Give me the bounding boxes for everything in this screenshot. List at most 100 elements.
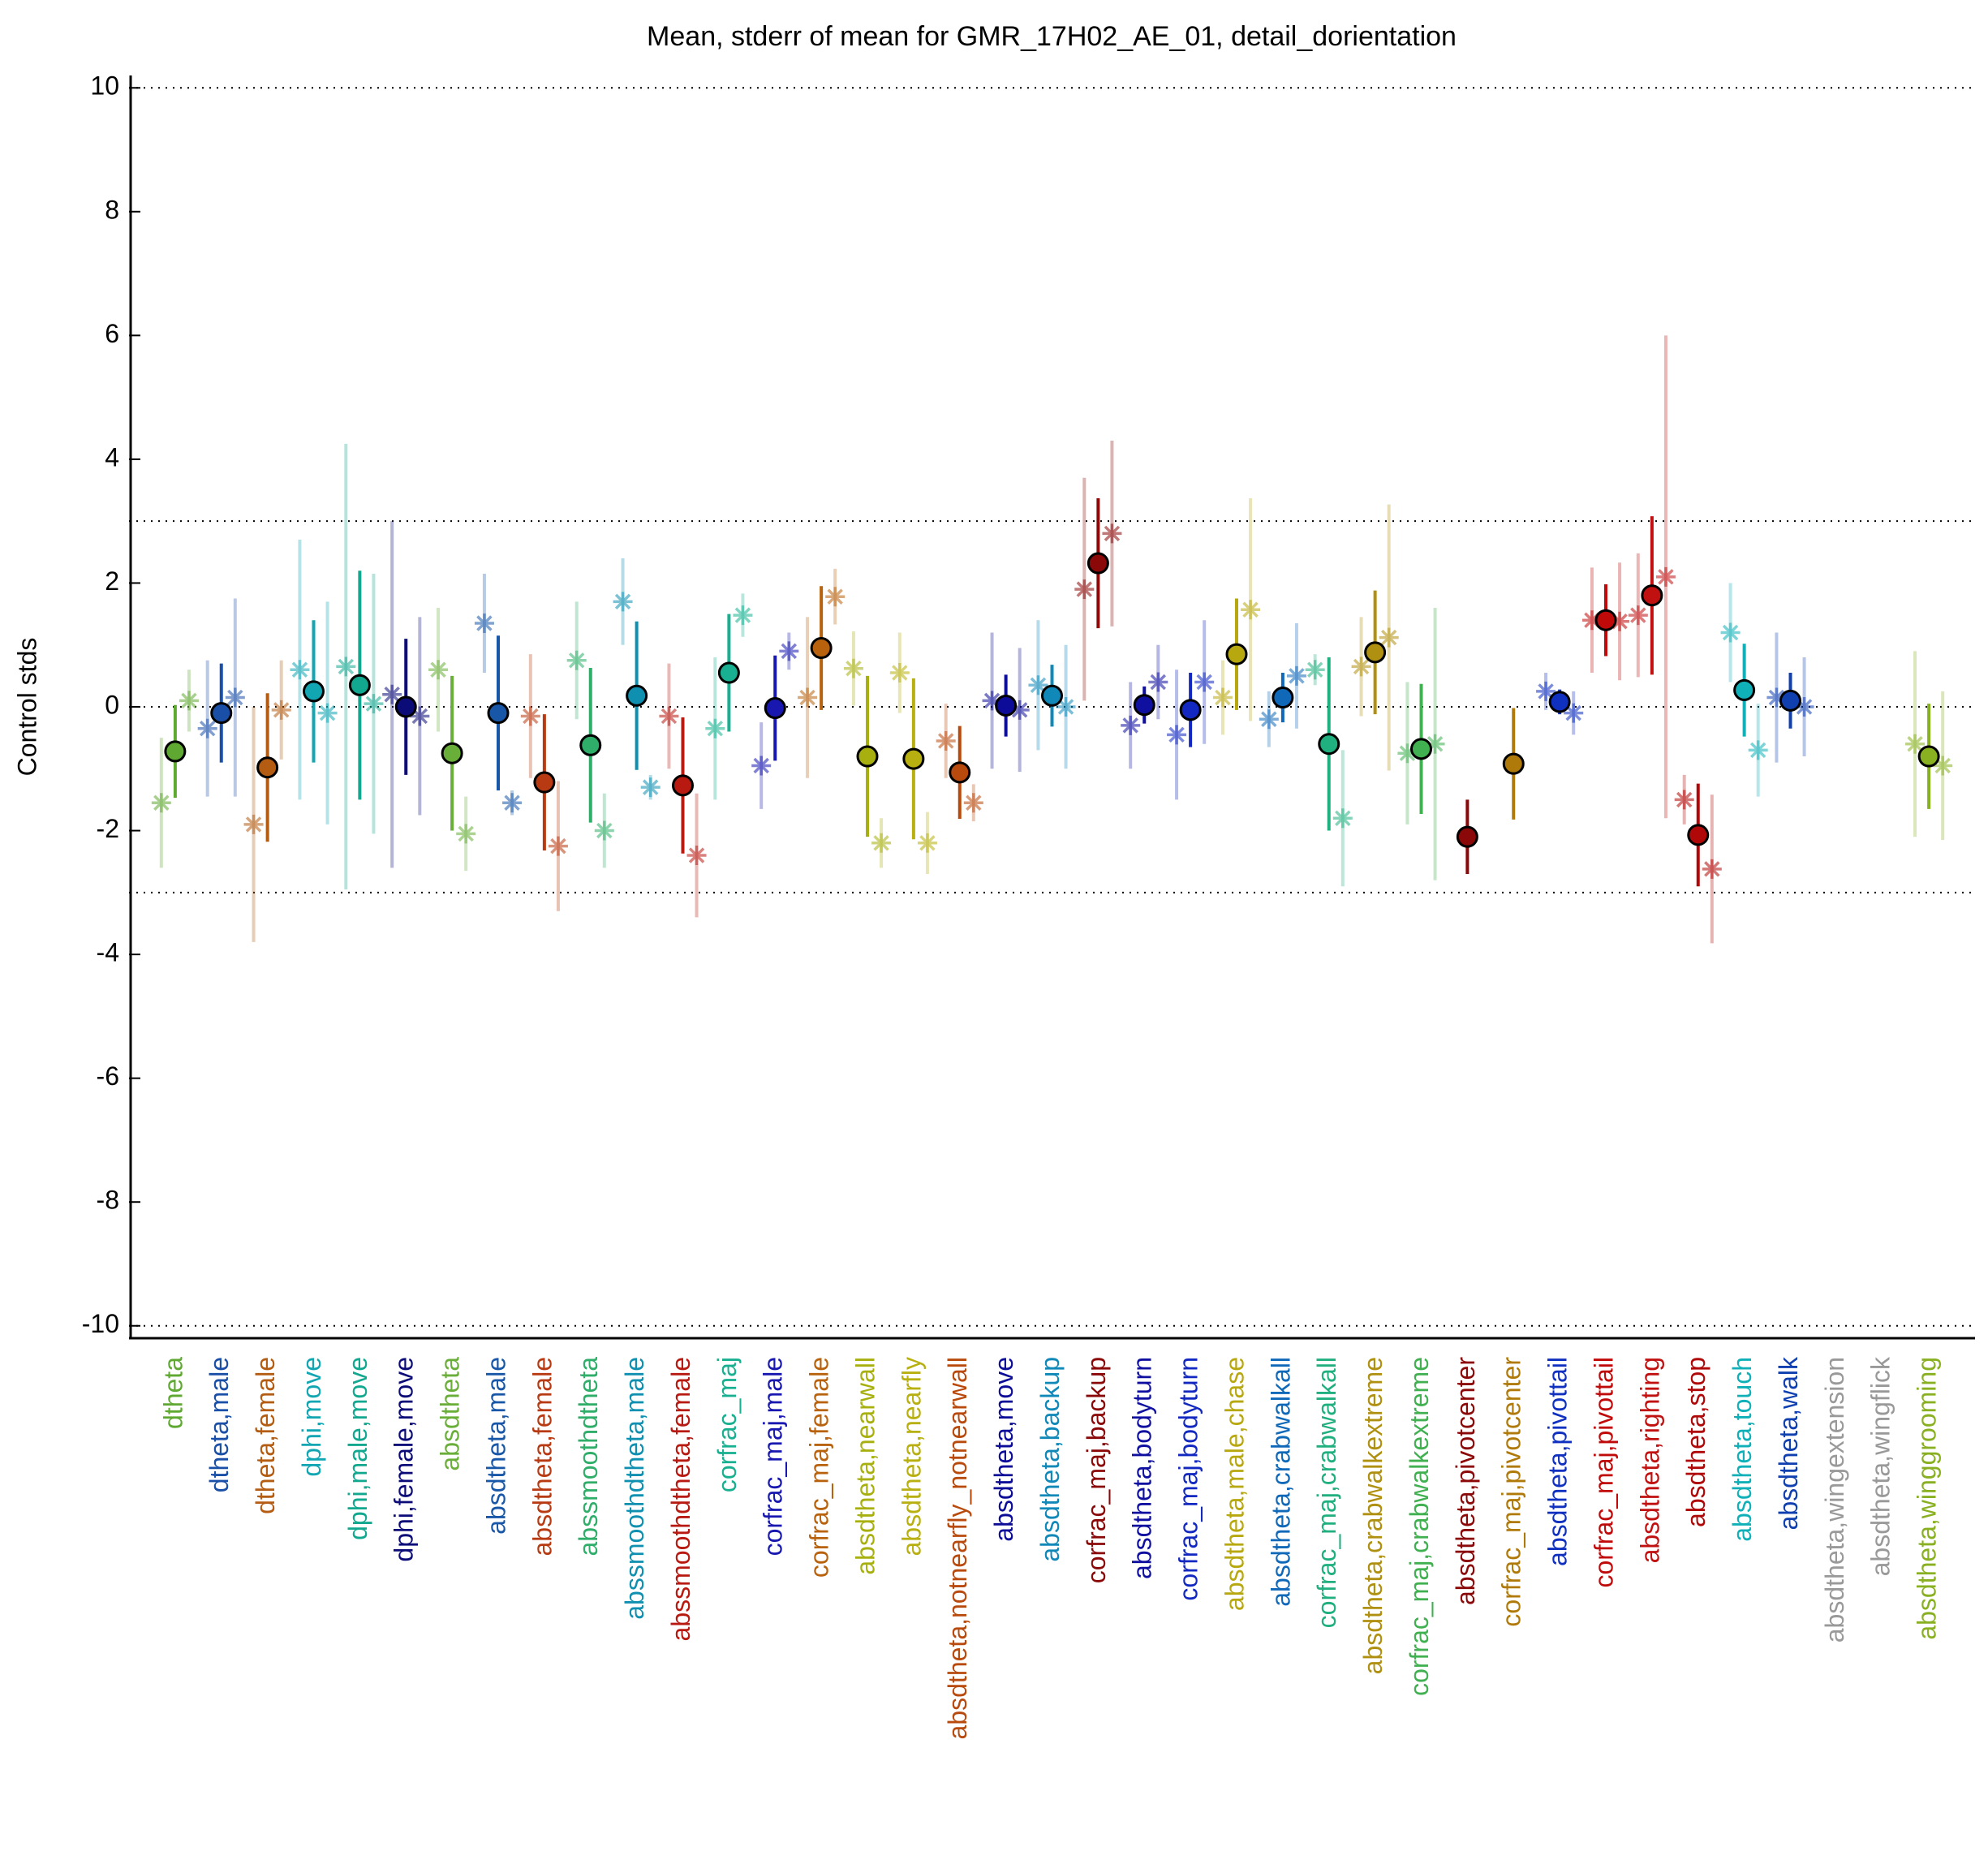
mean-marker (995, 694, 1018, 717)
sub-mean-star (520, 706, 540, 726)
sub-mean-star (428, 660, 449, 680)
x-tick-label: corfrac_maj,female (805, 1357, 834, 1578)
sub-mean-star (225, 687, 245, 708)
sub-mean-star (243, 814, 264, 834)
sub-mean-star (1674, 790, 1694, 810)
sub-mean-star (936, 730, 956, 751)
sub-mean-star (1720, 622, 1741, 643)
sub-mean-star (1702, 859, 1722, 879)
mean-marker (764, 697, 786, 720)
x-tick-label: absdtheta,notnearfly_notnearwall (943, 1357, 972, 1739)
sub-mean-star (686, 846, 707, 866)
y-tick-label: 2 (105, 566, 119, 596)
mean-marker (579, 734, 602, 756)
sub-mean-star (1610, 611, 1630, 631)
mean-marker (1917, 745, 1940, 768)
y-tick-label: 8 (105, 195, 119, 224)
sub-mean-star (613, 592, 633, 612)
mean-marker (626, 684, 648, 707)
mean-marker (1410, 738, 1432, 760)
x-tick-label: absdtheta,crabwalkextreme (1358, 1357, 1388, 1674)
sub-mean-star (1564, 703, 1584, 723)
sub-mean-star (1074, 579, 1095, 600)
y-tick-label: 0 (105, 690, 119, 719)
x-tick-label: absdtheta,wingextension (1820, 1357, 1849, 1643)
x-tick-label: absdtheta,female (527, 1357, 557, 1556)
x-tick-label: absdtheta,nearfly (897, 1357, 926, 1556)
y-tick-label: -8 (97, 1186, 119, 1215)
mean-marker (902, 747, 925, 770)
x-tick-label: absdtheta,stop (1681, 1357, 1710, 1527)
sub-mean-star (659, 706, 679, 726)
sub-mean-star (502, 793, 523, 813)
x-tick-label: abssmoothdtheta,female (666, 1357, 695, 1641)
sub-mean-star (1148, 672, 1168, 692)
x-tick-label: absdtheta,move (989, 1357, 1018, 1542)
sub-mean-star (640, 777, 661, 798)
sub-mean-star (733, 605, 753, 626)
y-axis-label: Control stds (12, 638, 41, 777)
mean-marker (1456, 825, 1478, 848)
x-tick-label: dtheta (158, 1357, 187, 1429)
sub-mean-star (1102, 523, 1122, 544)
mean-marker (1087, 552, 1109, 575)
sub-mean-star (566, 650, 587, 670)
sub-mean-star (474, 614, 494, 634)
mean-marker (1133, 694, 1155, 717)
x-tick-label: absdtheta,touch (1728, 1357, 1757, 1542)
sub-mean-star (290, 660, 310, 680)
sub-mean-star (197, 718, 217, 738)
sub-mean-star (1748, 740, 1768, 760)
mean-marker (810, 637, 833, 660)
sub-mean-star (456, 824, 476, 844)
sub-mean-star (1194, 672, 1215, 692)
mean-marker (164, 740, 187, 763)
sub-mean-star (1167, 725, 1187, 745)
mean-marker (348, 674, 371, 696)
mean-marker (1225, 643, 1248, 665)
mean-marker (487, 702, 510, 725)
mean-marker (949, 761, 971, 784)
sub-mean-star (1905, 734, 1926, 754)
mean-marker (672, 774, 694, 797)
sub-mean-star (751, 756, 772, 776)
sub-mean-star (1794, 697, 1814, 717)
mean-marker (1687, 824, 1710, 846)
mean-marker (1733, 678, 1756, 701)
x-tick-label: absdtheta,walk (1774, 1356, 1803, 1530)
sub-mean-star (889, 663, 910, 683)
mean-marker (1594, 609, 1617, 631)
x-tick-label: dphi,female,move (389, 1357, 419, 1562)
sub-mean-star (982, 691, 1002, 711)
x-tick-label: corfrac_maj,bodyturn (1174, 1357, 1203, 1601)
x-tick-label: absdtheta (436, 1357, 465, 1471)
y-tick-label: -2 (97, 814, 119, 843)
x-tick-label: absdtheta,male (481, 1357, 510, 1535)
sub-mean-star (1351, 657, 1371, 677)
sub-mean-star (1028, 675, 1048, 695)
sub-mean-star (179, 691, 199, 711)
mean-marker (303, 680, 325, 703)
mean-marker (856, 745, 879, 768)
x-tick-label: dtheta,male (204, 1357, 234, 1492)
sub-mean-star (548, 836, 568, 856)
sub-mean-star (779, 641, 799, 661)
sub-mean-star (594, 820, 614, 841)
x-tick-label: corfrac_maj (712, 1357, 742, 1492)
sub-mean-star (1056, 697, 1076, 717)
sub-mean-star (871, 833, 892, 853)
mean-marker (1502, 752, 1525, 775)
sub-mean-star (1241, 600, 1261, 620)
x-tick-label: corfrac_maj,backup (1082, 1357, 1111, 1583)
sub-mean-star (1121, 715, 1141, 735)
sub-mean-star (1655, 566, 1676, 587)
sub-mean-star (843, 658, 863, 678)
y-tick-label: 10 (90, 71, 119, 101)
mean-marker (1548, 691, 1571, 713)
x-tick-label: absdtheta,nearwall (850, 1357, 880, 1575)
x-tick-label: absdtheta,backup (1035, 1357, 1065, 1562)
sub-mean-star (963, 793, 983, 813)
x-tick-label: dphi,male,move (343, 1357, 372, 1540)
